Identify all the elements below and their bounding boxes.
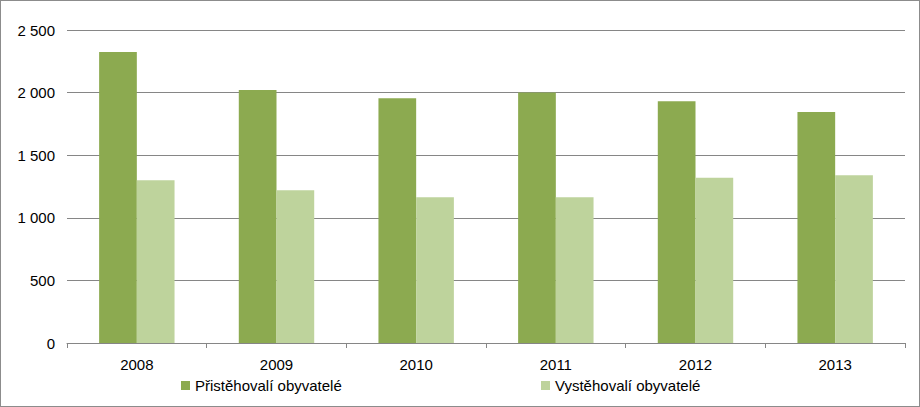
svg-text:Vystěhovalí obyvatelé: Vystěhovalí obyvatelé	[555, 377, 700, 394]
svg-text:2 500: 2 500	[17, 22, 55, 39]
svg-text:500: 500	[30, 272, 55, 289]
svg-text:2008: 2008	[120, 356, 153, 373]
svg-text:2012: 2012	[679, 356, 712, 373]
svg-text:2013: 2013	[818, 356, 851, 373]
svg-text:2011: 2011	[540, 356, 572, 373]
svg-text:1 500: 1 500	[17, 147, 55, 164]
svg-text:2 000: 2 000	[17, 84, 55, 101]
svg-text:2010: 2010	[399, 356, 432, 373]
svg-text:0: 0	[47, 335, 55, 352]
svg-text:1 000: 1 000	[17, 209, 55, 226]
svg-text:Přistěhovalí obyvatelé: Přistěhovalí obyvatelé	[195, 377, 342, 394]
svg-text:2009: 2009	[260, 356, 293, 373]
